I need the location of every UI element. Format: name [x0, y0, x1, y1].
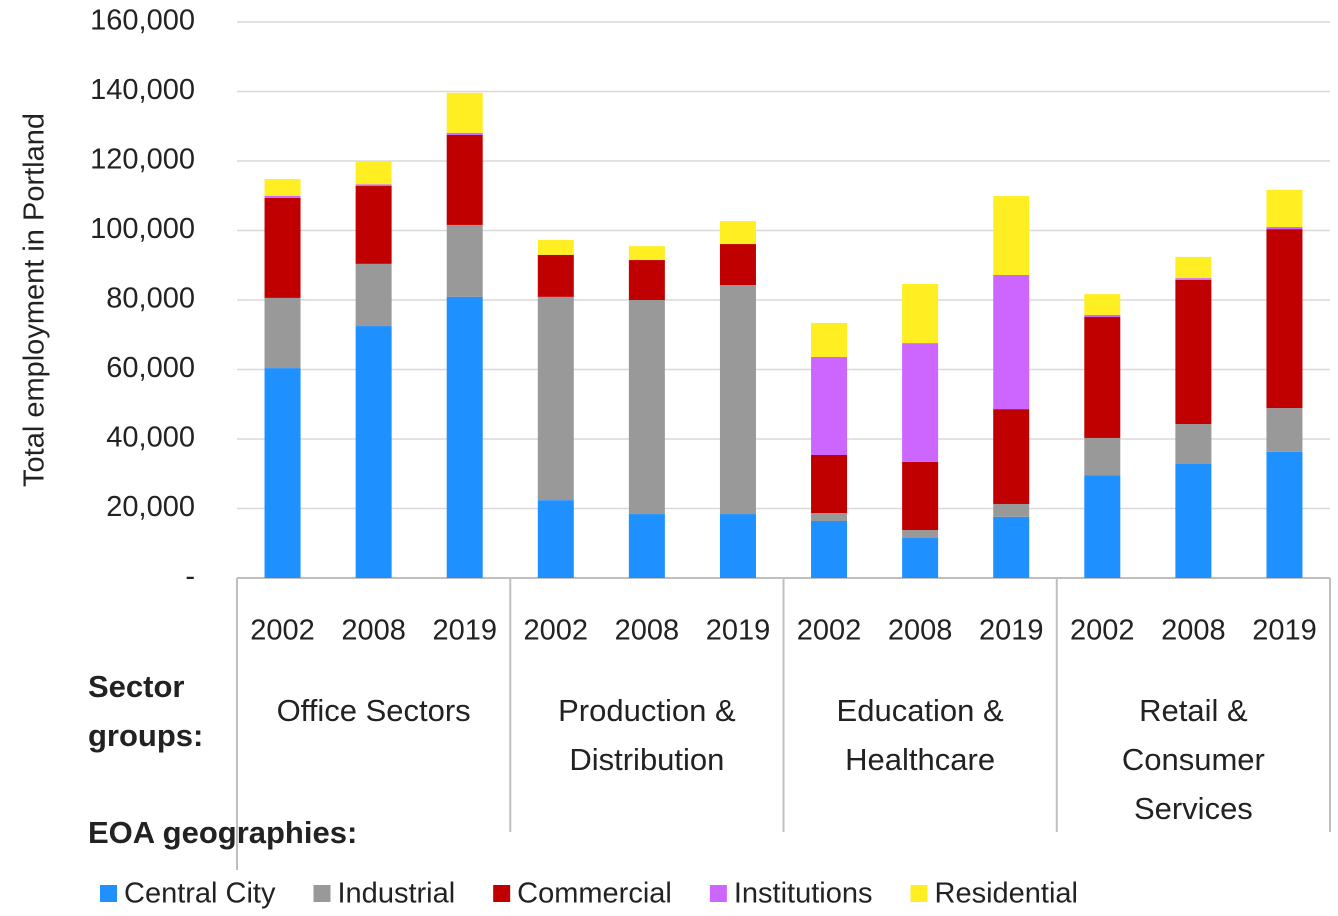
legend-label: Commercial	[517, 878, 672, 910]
bar-segment	[537, 296, 574, 501]
bar-segment	[537, 254, 574, 297]
bar-segment	[264, 179, 301, 196]
bar-segment	[1266, 227, 1303, 230]
bar-segment	[446, 224, 483, 297]
bar-segment	[1266, 451, 1303, 578]
bar-segment	[1175, 464, 1212, 578]
legend-swatch	[709, 885, 727, 902]
bar-segment	[628, 260, 665, 300]
bar-segment	[446, 132, 483, 135]
bar-segment	[537, 239, 574, 255]
bar-segment	[355, 184, 392, 187]
x-tick-label: 2002	[1070, 615, 1135, 647]
bar-segment	[993, 516, 1030, 578]
bar-segment	[993, 274, 1030, 410]
group-label: Sector groups:	[88, 669, 204, 753]
bar-segment	[1084, 437, 1121, 476]
legend-swatch	[100, 885, 117, 902]
bar-segment	[1175, 424, 1212, 465]
bar-segment	[264, 197, 301, 298]
y-tick-label: -	[185, 561, 195, 593]
y-tick-label: 40,000	[106, 422, 195, 454]
bar-segment	[446, 92, 483, 133]
bar-segment	[902, 343, 939, 462]
bar-segment	[902, 530, 939, 539]
bar-segment	[719, 514, 756, 578]
bar-segment	[811, 322, 848, 357]
y-tick-label: 60,000	[106, 352, 195, 384]
x-tick-label: 2008	[888, 615, 953, 647]
x-tick-label: 2019	[1252, 615, 1317, 647]
bar-segment	[1084, 314, 1121, 318]
group-name: Education & Healthcare	[836, 693, 1004, 777]
x-tick-label: 2008	[341, 615, 406, 647]
bar-segment	[355, 186, 392, 264]
bar-segment	[993, 196, 1030, 275]
bar-segment	[1175, 278, 1212, 280]
bar-segment	[811, 356, 848, 455]
bar-segment	[1175, 256, 1212, 279]
group-name: Office Sectors	[276, 693, 471, 728]
legend-label: Industrial	[338, 878, 456, 910]
y-tick-label: 80,000	[106, 283, 195, 315]
legend-swatch	[493, 885, 511, 902]
bar-segment	[902, 538, 939, 578]
group-name: Retail & Consumer Services	[1121, 693, 1265, 826]
bar-segment	[537, 500, 574, 578]
bar-segment	[811, 513, 848, 522]
bar-segment	[1266, 408, 1303, 452]
bar-segment	[628, 300, 665, 515]
y-tick-label: 140,000	[90, 74, 195, 106]
y-axis-label: Total employment in Portland	[19, 113, 51, 487]
bar-segment	[1175, 279, 1212, 425]
x-tick-label: 2002	[524, 615, 589, 647]
bar-segment	[264, 368, 301, 578]
y-tick-label: 120,000	[90, 144, 195, 176]
bar-segment	[719, 285, 756, 515]
bar-segment	[446, 134, 483, 225]
x-tick-label: 2008	[1161, 615, 1226, 647]
legend-title: EOA geographies:	[88, 815, 358, 850]
bar-segment	[1266, 189, 1303, 228]
x-tick-label: 2019	[979, 615, 1044, 647]
legend-swatch	[910, 885, 928, 902]
bar-segment	[1266, 229, 1303, 409]
bar-segment	[264, 195, 301, 198]
bar-segment	[628, 514, 665, 578]
y-tick-label: 20,000	[106, 491, 195, 523]
legend-label: Central City	[124, 878, 276, 910]
x-tick-label: 2019	[706, 615, 771, 647]
bar-segment	[264, 297, 301, 369]
bar-segment	[811, 521, 848, 578]
legend-label: Residential	[935, 878, 1078, 910]
bar-segment	[355, 263, 392, 327]
bar-segment	[902, 461, 939, 531]
bar-segment	[446, 296, 483, 578]
bar-segment	[993, 409, 1030, 504]
bar-segment	[811, 454, 848, 514]
bar-segment	[355, 161, 392, 185]
y-tick-label: 160,000	[90, 5, 195, 37]
x-tick-label: 2002	[797, 615, 862, 647]
x-tick-label: 2008	[615, 615, 680, 647]
bar-segment	[902, 284, 939, 344]
bar-segment	[1084, 475, 1121, 578]
y-tick-label: 100,000	[90, 213, 195, 245]
bar-segment	[1084, 294, 1121, 315]
bar-segment	[1084, 317, 1121, 438]
x-tick-label: 2019	[432, 615, 497, 647]
bar-segment	[993, 503, 1030, 517]
legend-label: Institutions	[734, 878, 873, 910]
x-tick-label: 2002	[250, 615, 315, 647]
legend-swatch	[313, 885, 331, 902]
group-name: Production & Distribution	[558, 693, 736, 777]
bar-segment	[355, 326, 392, 578]
bar-segment	[719, 244, 756, 286]
bar-segment	[719, 221, 756, 245]
bar-segment	[628, 246, 665, 261]
